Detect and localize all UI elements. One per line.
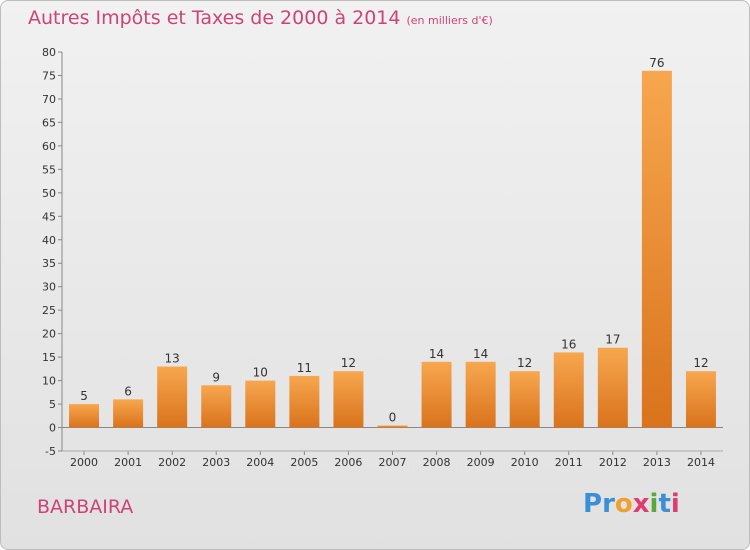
x-tick-label: 2000 xyxy=(70,456,98,469)
y-tick-label: 45 xyxy=(42,210,56,223)
bar-value-label: 9 xyxy=(212,370,220,384)
bar-value-label: 11 xyxy=(297,361,312,375)
proxiti-logo: Proxiti xyxy=(583,489,680,519)
logo-letter: i xyxy=(670,489,680,519)
bar xyxy=(465,361,496,428)
y-tick-label: 0 xyxy=(49,422,56,435)
bar-value-label: 76 xyxy=(649,56,664,70)
x-tick-label: 2004 xyxy=(246,456,274,469)
logo-letter: t xyxy=(658,489,671,519)
x-tick-label: 2001 xyxy=(114,456,142,469)
bar-value-label: 5 xyxy=(80,389,88,403)
bar xyxy=(685,371,716,428)
region-name: BARBAIRA xyxy=(37,496,134,518)
y-tick-label: 60 xyxy=(42,140,56,153)
x-tick-label: 2006 xyxy=(334,456,362,469)
y-tick-label: 30 xyxy=(42,281,56,294)
bar xyxy=(597,347,628,428)
y-tick-label: 75 xyxy=(42,69,56,82)
bar-value-label: 16 xyxy=(561,337,576,351)
y-tick-label: 50 xyxy=(42,187,56,200)
x-tick-label: 2008 xyxy=(423,456,451,469)
y-tick-label: 80 xyxy=(42,46,56,59)
bar xyxy=(289,375,320,428)
x-tick-label: 2012 xyxy=(599,456,627,469)
y-tick-label: 15 xyxy=(42,351,56,364)
y-tick-label: 25 xyxy=(42,304,56,317)
bar xyxy=(421,361,452,428)
bar-value-label: 6 xyxy=(124,384,132,398)
y-tick-label: 55 xyxy=(42,163,56,176)
bar-value-label: 13 xyxy=(165,352,180,366)
x-tick-label: 2002 xyxy=(158,456,186,469)
logo-letter: P xyxy=(583,489,603,519)
bar-value-label: 0 xyxy=(389,411,397,425)
x-tick-label: 2007 xyxy=(379,456,407,469)
bar xyxy=(113,399,144,428)
bar xyxy=(69,404,100,428)
bar xyxy=(333,371,364,428)
x-tick-label: 2014 xyxy=(687,456,715,469)
bar xyxy=(377,425,408,428)
bar xyxy=(245,380,276,428)
bar xyxy=(509,371,540,428)
logo-letter: r xyxy=(602,489,615,519)
y-tick-label: 35 xyxy=(42,257,56,270)
y-tick-label: 10 xyxy=(42,375,56,388)
bar-value-label: 14 xyxy=(429,347,444,361)
y-tick-label: 65 xyxy=(42,116,56,129)
y-tick-label: 40 xyxy=(42,234,56,247)
bar-value-label: 12 xyxy=(341,356,356,370)
chart-title-unit: (en milliers d'€) xyxy=(406,14,493,27)
bar-value-label: 17 xyxy=(605,333,620,347)
x-tick-label: 2003 xyxy=(202,456,230,469)
y-tick-label: -5 xyxy=(45,445,56,458)
y-tick-label: 20 xyxy=(42,328,56,341)
x-tick-label: 2009 xyxy=(467,456,495,469)
bar-value-label: 14 xyxy=(473,347,488,361)
x-tick-label: 2010 xyxy=(511,456,539,469)
x-tick-label: 2005 xyxy=(290,456,318,469)
bar-value-label: 10 xyxy=(253,366,268,380)
x-tick-label: 2011 xyxy=(555,456,583,469)
logo-letter: o xyxy=(614,489,633,519)
x-tick-label: 2013 xyxy=(643,456,671,469)
logo-letter: i xyxy=(649,489,659,519)
chart-title: Autres Impôts et Taxes de 2000 à 2014 (en… xyxy=(28,7,493,29)
y-tick-label: 70 xyxy=(42,93,56,106)
bar-value-label: 12 xyxy=(693,356,708,370)
bar xyxy=(201,385,232,428)
bar xyxy=(641,70,672,428)
bar-value-label: 12 xyxy=(517,356,532,370)
bar xyxy=(553,352,584,428)
y-tick-label: 5 xyxy=(49,398,56,411)
logo-letter: x xyxy=(632,489,650,519)
chart-title-text: Autres Impôts et Taxes de 2000 à 2014 xyxy=(28,7,401,29)
bar xyxy=(157,366,188,428)
